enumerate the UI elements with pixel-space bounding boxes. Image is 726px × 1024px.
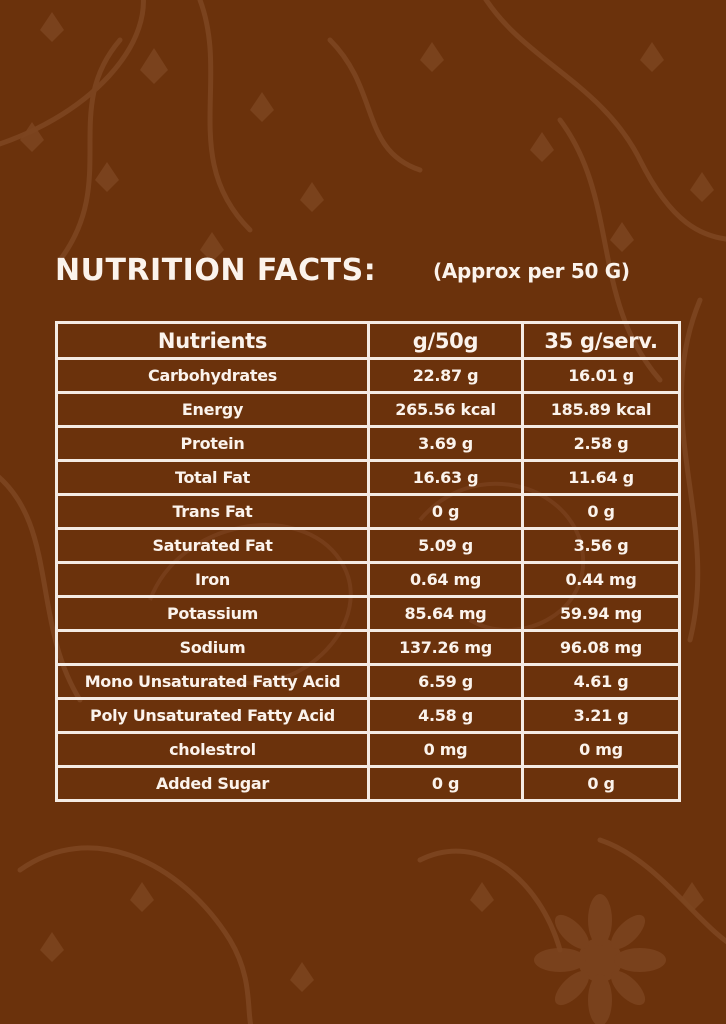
table-row: Iron 0.64 mg 0.44 mg: [55, 561, 681, 598]
value-per-50g: 265.56 kcal: [367, 391, 524, 428]
table-row: Poly Unsaturated Fatty Acid 4.58 g 3.21 …: [55, 697, 681, 734]
value-per-50g: 137.26 mg: [367, 629, 524, 666]
nutrient-name: cholestrol: [55, 731, 370, 768]
value-per-serving: 96.08 mg: [521, 629, 681, 666]
table-row: Saturated Fat 5.09 g 3.56 g: [55, 527, 681, 564]
value-per-50g: 6.59 g: [367, 663, 524, 700]
table-row: Added Sugar 0 g 0 g: [55, 765, 681, 802]
value-per-serving: 3.56 g: [521, 527, 681, 564]
nutrient-name: Poly Unsaturated Fatty Acid: [55, 697, 370, 734]
value-per-serving: 4.61 g: [521, 663, 681, 700]
table-header-row: Nutrients g/50g 35 g/serv.: [55, 321, 681, 360]
nutrient-name: Sodium: [55, 629, 370, 666]
nutrient-name: Iron: [55, 561, 370, 598]
value-per-serving: 0 mg: [521, 731, 681, 768]
nutrient-name: Total Fat: [55, 459, 370, 496]
value-per-serving: 11.64 g: [521, 459, 681, 496]
value-per-serving: 185.89 kcal: [521, 391, 681, 428]
header-per-50g: g/50g: [367, 321, 524, 360]
header-per-serving: 35 g/serv.: [521, 321, 681, 360]
nutrient-name: Carbohydrates: [55, 357, 370, 394]
value-per-50g: 85.64 mg: [367, 595, 524, 632]
table-row: Mono Unsaturated Fatty Acid 6.59 g 4.61 …: [55, 663, 681, 700]
value-per-serving: 2.58 g: [521, 425, 681, 462]
header-nutrients: Nutrients: [55, 321, 370, 360]
table-row: Energy 265.56 kcal 185.89 kcal: [55, 391, 681, 428]
table-row: Protein 3.69 g 2.58 g: [55, 425, 681, 462]
nutrition-table: Nutrients g/50g 35 g/serv. Carbohydrates…: [55, 321, 681, 802]
value-per-50g: 0 g: [367, 493, 524, 530]
nutrient-name: Potassium: [55, 595, 370, 632]
value-per-serving: 16.01 g: [521, 357, 681, 394]
value-per-serving: 0 g: [521, 493, 681, 530]
value-per-50g: 16.63 g: [367, 459, 524, 496]
value-per-50g: 0 mg: [367, 731, 524, 768]
value-per-50g: 22.87 g: [367, 357, 524, 394]
value-per-serving: 3.21 g: [521, 697, 681, 734]
nutrient-name: Protein: [55, 425, 370, 462]
value-per-serving: 59.94 mg: [521, 595, 681, 632]
title-row: NUTRITION FACTS: (Approx per 50 G): [55, 253, 675, 293]
nutrient-name: Saturated Fat: [55, 527, 370, 564]
value-per-50g: 4.58 g: [367, 697, 524, 734]
value-per-50g: 0 g: [367, 765, 524, 802]
nutrient-name: Added Sugar: [55, 765, 370, 802]
value-per-50g: 0.64 mg: [367, 561, 524, 598]
table-row: cholestrol 0 mg 0 mg: [55, 731, 681, 768]
value-per-50g: 3.69 g: [367, 425, 524, 462]
nutrient-name: Mono Unsaturated Fatty Acid: [55, 663, 370, 700]
nutrient-name: Energy: [55, 391, 370, 428]
serving-basis-subtitle: (Approx per 50 G): [433, 259, 630, 283]
value-per-serving: 0.44 mg: [521, 561, 681, 598]
page-title: NUTRITION FACTS:: [55, 253, 377, 288]
table-row: Sodium 137.26 mg 96.08 mg: [55, 629, 681, 666]
table-row: Potassium 85.64 mg 59.94 mg: [55, 595, 681, 632]
table-row: Carbohydrates 22.87 g 16.01 g: [55, 357, 681, 394]
nutrient-name: Trans Fat: [55, 493, 370, 530]
table-row: Trans Fat 0 g 0 g: [55, 493, 681, 530]
value-per-50g: 5.09 g: [367, 527, 524, 564]
value-per-serving: 0 g: [521, 765, 681, 802]
table-row: Total Fat 16.63 g 11.64 g: [55, 459, 681, 496]
